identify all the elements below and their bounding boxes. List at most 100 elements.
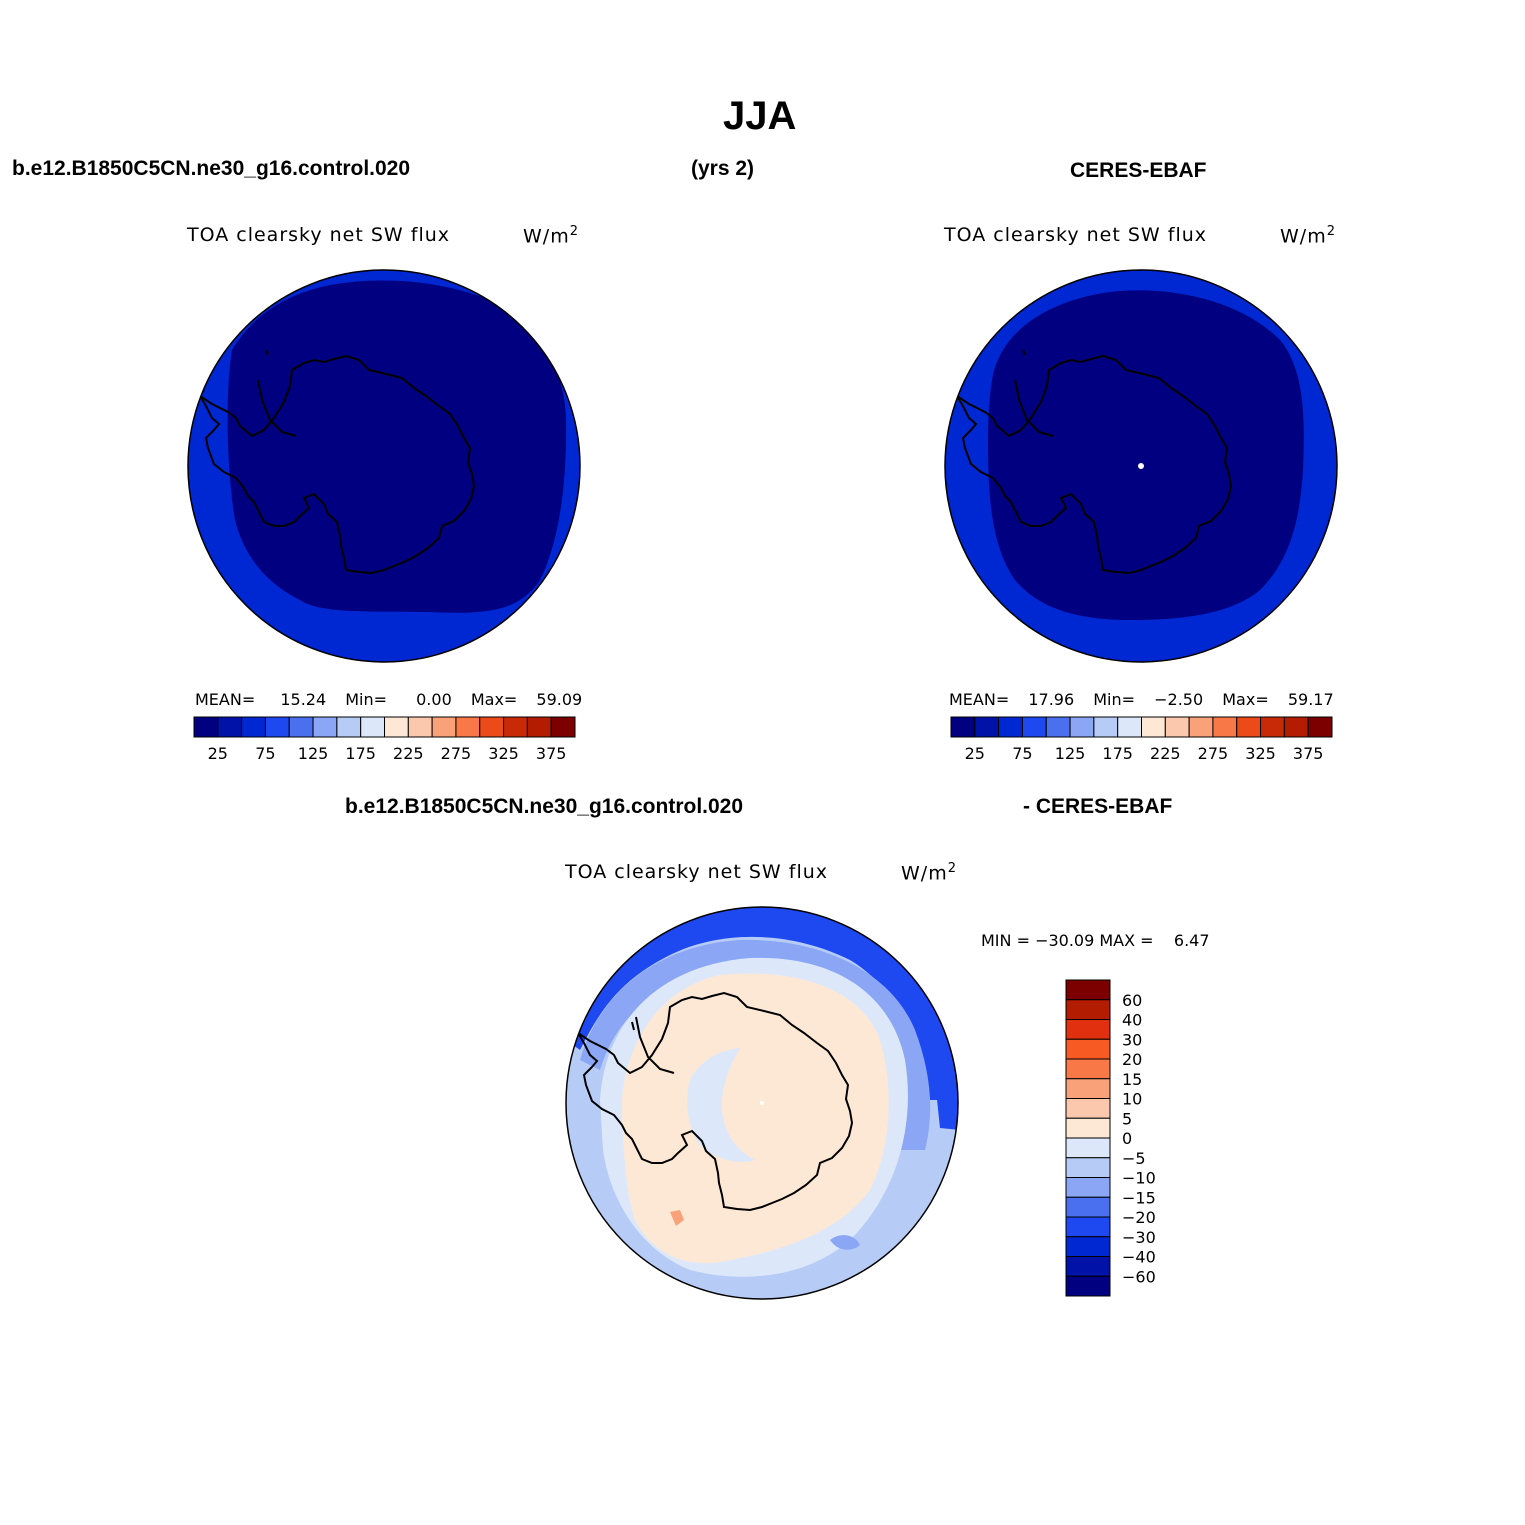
- obs-map: [944, 269, 1338, 663]
- model-colorbar-swatch: [407, 716, 433, 738]
- model-colorbar-swatch: [193, 716, 219, 738]
- model-colorbar-swatch: [526, 716, 552, 738]
- obs-map-border: [944, 269, 1338, 663]
- obs-colorbar-swatch: [1021, 716, 1047, 738]
- obs-variable-label: TOA clearsky net SW flux: [944, 224, 1208, 246]
- model-colorbar-swatch: [479, 716, 505, 738]
- obs-map-coastline: [956, 354, 1233, 575]
- diff-colorbar-swatch: [1065, 1157, 1111, 1178]
- model-colorbar-swatch: [431, 716, 457, 738]
- obs-map-peninsula: [1014, 349, 1054, 437]
- obs-colorbar-swatch: [1212, 716, 1238, 738]
- obs-colorbar-swatch: [1307, 716, 1333, 738]
- model-colorbar-swatch: [455, 716, 481, 738]
- model-colorbar-swatch: [360, 716, 385, 738]
- diff-map-orange-spot: [670, 1210, 684, 1226]
- model-colorbar-tick-label: 25: [208, 744, 228, 763]
- model-map-low-region: [227, 280, 567, 613]
- diff-map-pole-point: [760, 1101, 764, 1105]
- diff-colorbar-tick-label: −5: [1122, 1149, 1146, 1168]
- obs-colorbar-tick-label: 75: [1012, 744, 1032, 763]
- obs-colorbar-swatch: [1069, 716, 1095, 738]
- diff-colorbar-swatch: [1065, 999, 1111, 1020]
- obs-colorbar-tick-label: 325: [1245, 744, 1276, 763]
- obs-stats: MEAN= 17.96 Min= −2.50 Max= 59.17: [949, 690, 1334, 709]
- diff-colorbar-tick-label: −15: [1122, 1188, 1156, 1207]
- model-stats: MEAN= 15.24 Min= 0.00 Max= 59.09: [195, 690, 582, 709]
- model-max-value: 59.09: [536, 690, 583, 709]
- obs-colorbar-tick-label: 175: [1102, 744, 1133, 763]
- obs-colorbar-swatch: [1260, 716, 1285, 738]
- model-colorbar-tick-label: 325: [488, 744, 519, 763]
- diff-map-border: [565, 906, 959, 1300]
- obs-min-value: −2.50: [1154, 690, 1204, 709]
- diff-colorbar-swatch: [1065, 1058, 1111, 1080]
- obs-colorbar-swatch: [1117, 716, 1142, 738]
- diff-colorbar-swatch: [1065, 1117, 1111, 1139]
- diff-colorbar-swatch: [1065, 1019, 1111, 1040]
- obs-colorbar-swatch: [1093, 716, 1119, 738]
- diff-colorbar-tick-label: −30: [1122, 1228, 1156, 1247]
- diff-colorbar-tick-label: 10: [1122, 1090, 1142, 1109]
- model-units-text: W/m: [523, 225, 570, 248]
- diff-colorbar-tick-label: 60: [1122, 991, 1142, 1010]
- diff-colorbar-tick-label: 30: [1122, 1030, 1142, 1049]
- obs-colorbar-swatch: [998, 716, 1023, 738]
- model-colorbar-swatch: [241, 716, 266, 738]
- model-map: [187, 269, 581, 663]
- model-colorbar-swatch: [288, 716, 314, 738]
- model-colorbar-swatch: [550, 716, 576, 738]
- obs-min-label: Min=: [1093, 690, 1136, 709]
- model-colorbar-swatch: [384, 716, 409, 738]
- diff-colorbar-swatch: [1065, 1137, 1111, 1159]
- diff-colorbar-tick-label: −60: [1122, 1267, 1156, 1286]
- obs-colorbar-swatch: [974, 716, 1000, 738]
- model-colorbar-tick-label: 175: [345, 744, 376, 763]
- obs-colorbar-tick-label: 275: [1198, 744, 1229, 763]
- obs-colorbar: 25 75 125 175 225 275 325 375: [950, 716, 1333, 763]
- diff-colorbar-swatch: [1065, 1216, 1111, 1238]
- diff-map-strong-blue-east: [935, 1080, 958, 1130]
- model-colorbar-swatch: [264, 716, 290, 738]
- model-colorbar-tick-label: 275: [441, 744, 472, 763]
- diff-colorbar-swatch: [1065, 1196, 1111, 1218]
- diff-map-coastline: [577, 991, 854, 1212]
- model-colorbar-tick-label: 225: [393, 744, 424, 763]
- obs-colorbar-tick-label: 375: [1293, 744, 1324, 763]
- model-min-label: Min=: [345, 690, 388, 709]
- diff-units-label: W/m2: [901, 861, 957, 884]
- obs-colorbar-tick-label: 225: [1150, 744, 1181, 763]
- diff-map-light-blue-inner: [687, 1048, 755, 1162]
- diff-minmax: MIN = −30.09 MAX = 6.47: [981, 931, 1210, 950]
- model-max-label: Max=: [470, 690, 518, 709]
- obs-colorbar-swatch: [1164, 716, 1190, 738]
- model-min-value: 0.00: [416, 690, 452, 709]
- model-units-exp: 2: [569, 224, 579, 239]
- model-units-label: W/m2: [523, 224, 579, 247]
- case-name-header: b.e12.B1850C5CN.ne30_g16.control.020: [12, 157, 411, 180]
- diff-units-text: W/m: [901, 862, 948, 885]
- obs-colorbar-swatch: [1236, 716, 1262, 738]
- diff-colorbar-swatch: [1065, 1177, 1111, 1198]
- diff-colorbar-tick-label: −20: [1122, 1208, 1156, 1227]
- model-map-border: [187, 269, 581, 663]
- model-colorbar: 25 75 125 175 225 275 325 375: [193, 716, 576, 763]
- diff-colorbar-tick-label: −10: [1122, 1169, 1156, 1188]
- obs-colorbar-swatch: [1141, 716, 1166, 738]
- diff-colorbar-swatch: [1065, 1098, 1111, 1119]
- diff-colorbar-swatch: [1065, 1038, 1111, 1060]
- diff-colorbar-tick-label: 20: [1122, 1050, 1142, 1069]
- obs-max-value: 59.17: [1287, 690, 1334, 709]
- obs-colorbar-tick-label: 25: [965, 744, 985, 763]
- diff-colorbar-tick-label: −40: [1122, 1248, 1156, 1267]
- diff-units-exp: 2: [947, 861, 957, 876]
- diff-colorbar-tick-label: 15: [1122, 1070, 1142, 1089]
- diff-colorbar-swatch: [1065, 1078, 1111, 1099]
- model-mean-label: MEAN=: [195, 690, 256, 709]
- diff-colorbar-swatch: [1065, 1275, 1111, 1297]
- obs-colorbar-swatch: [1188, 716, 1214, 738]
- model-colorbar-swatch: [336, 716, 362, 738]
- obs-map-pole-point: [1138, 463, 1144, 469]
- diff-map-blue-spot: [830, 1235, 860, 1250]
- model-colorbar-tick-label: 75: [255, 744, 275, 763]
